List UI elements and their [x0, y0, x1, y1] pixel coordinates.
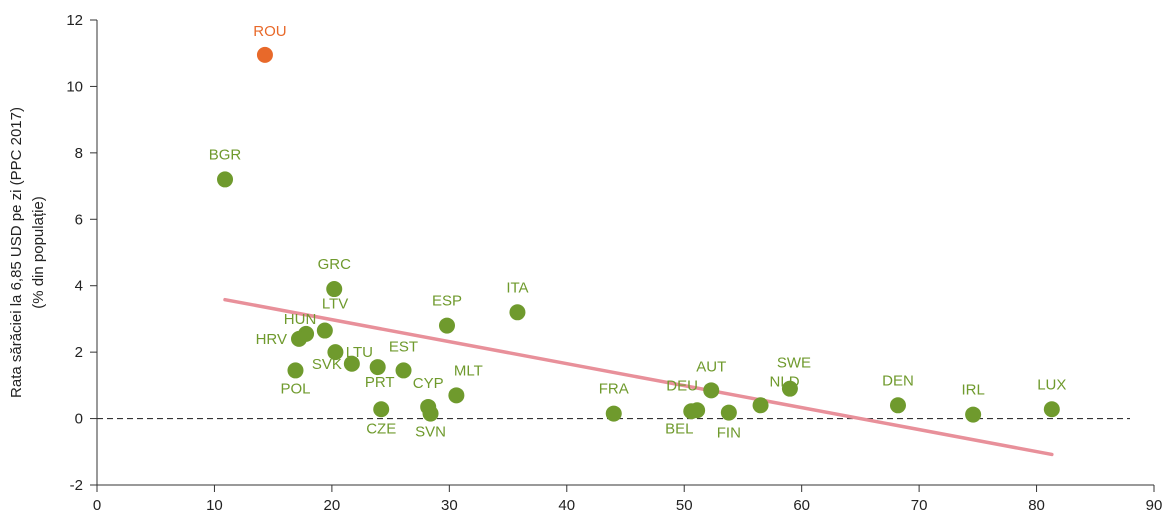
data-point-fin: [720, 404, 737, 421]
data-label-swe: SWE: [777, 355, 811, 372]
data-point-est: [395, 362, 412, 379]
y-tick-label: 10: [66, 78, 83, 95]
y-axis-subtitle: (% din populație): [30, 196, 47, 309]
data-label-cze: CZE: [366, 420, 396, 437]
data-point-bel: [683, 403, 700, 420]
data-label-esp: ESP: [432, 293, 462, 310]
data-point-fra: [605, 405, 622, 422]
data-point-grc: [326, 281, 343, 298]
data-point-ita: [509, 304, 526, 321]
data-label-bel: BEL: [665, 420, 693, 437]
x-tick-label: 30: [441, 497, 458, 514]
data-point-lux: [1043, 401, 1060, 418]
data-point-svn: [422, 405, 439, 422]
data-point-mlt: [448, 387, 465, 404]
data-label-hrv: HRV: [256, 331, 287, 348]
data-label-fin: FIN: [717, 425, 741, 442]
data-point-ltv: [316, 322, 333, 339]
y-axis-title: Rata sărăciei la 6,85 USD pe zi (PPC 201…: [8, 107, 25, 398]
data-label-prt: PRT: [365, 374, 395, 391]
data-label-den: DEN: [882, 372, 914, 389]
data-point-svk: [343, 355, 360, 372]
data-point-cze: [373, 401, 390, 418]
data-label-rou: ROU: [253, 23, 286, 40]
data-point-den: [889, 397, 906, 414]
data-label-est: EST: [389, 338, 418, 355]
data-label-hun: HUN: [284, 311, 317, 328]
data-label-aut: AUT: [696, 358, 726, 375]
data-label-svk: SVK: [312, 356, 342, 373]
data-point-ltu: [327, 344, 344, 361]
y-tick-label: -2: [70, 477, 83, 494]
x-tick-label: 90: [1146, 497, 1162, 514]
data-label-nld: NLD: [770, 373, 800, 390]
data-label-fra: FRA: [599, 381, 629, 398]
data-point-swe: [781, 380, 798, 397]
y-tick-label: 12: [66, 12, 83, 29]
x-tick-label: 40: [558, 497, 575, 514]
data-point-aut: [703, 382, 720, 399]
data-label-bgr: BGR: [209, 146, 242, 163]
x-tick-label: 20: [324, 497, 341, 514]
data-point-bgr: [217, 171, 234, 188]
y-tick-label: 2: [75, 344, 83, 361]
y-tick-label: 8: [75, 145, 83, 162]
data-point-hrv: [291, 330, 308, 347]
trend-line: [223, 297, 1054, 457]
data-label-irl: IRL: [961, 382, 984, 399]
data-label-svn: SVN: [415, 424, 446, 441]
x-tick-label: 50: [676, 497, 693, 514]
y-tick-label: 6: [75, 211, 83, 228]
data-point-esp: [438, 317, 455, 334]
data-label-lux: LUX: [1037, 376, 1066, 393]
x-tick-label: 70: [911, 497, 928, 514]
x-tick-label: 10: [206, 497, 223, 514]
y-tick-label: 4: [75, 278, 83, 295]
data-label-grc: GRC: [318, 256, 352, 273]
data-label-cyp: CYP: [413, 375, 444, 392]
x-tick-label: 0: [93, 497, 101, 514]
data-label-deu: DEU: [666, 377, 698, 394]
data-label-pol: POL: [280, 380, 310, 397]
data-point-prt: [369, 359, 386, 376]
y-tick-label: 0: [75, 411, 83, 428]
data-point-irl: [965, 406, 982, 423]
x-tick-label: 80: [1028, 497, 1045, 514]
data-point-rou: [256, 46, 273, 63]
data-point-pol: [287, 362, 304, 379]
data-label-ita: ITA: [506, 279, 528, 296]
x-tick-label: 60: [793, 497, 810, 514]
data-label-ltv: LTV: [322, 296, 348, 313]
data-label-mlt: MLT: [454, 362, 483, 379]
data-point-nld: [752, 397, 769, 414]
